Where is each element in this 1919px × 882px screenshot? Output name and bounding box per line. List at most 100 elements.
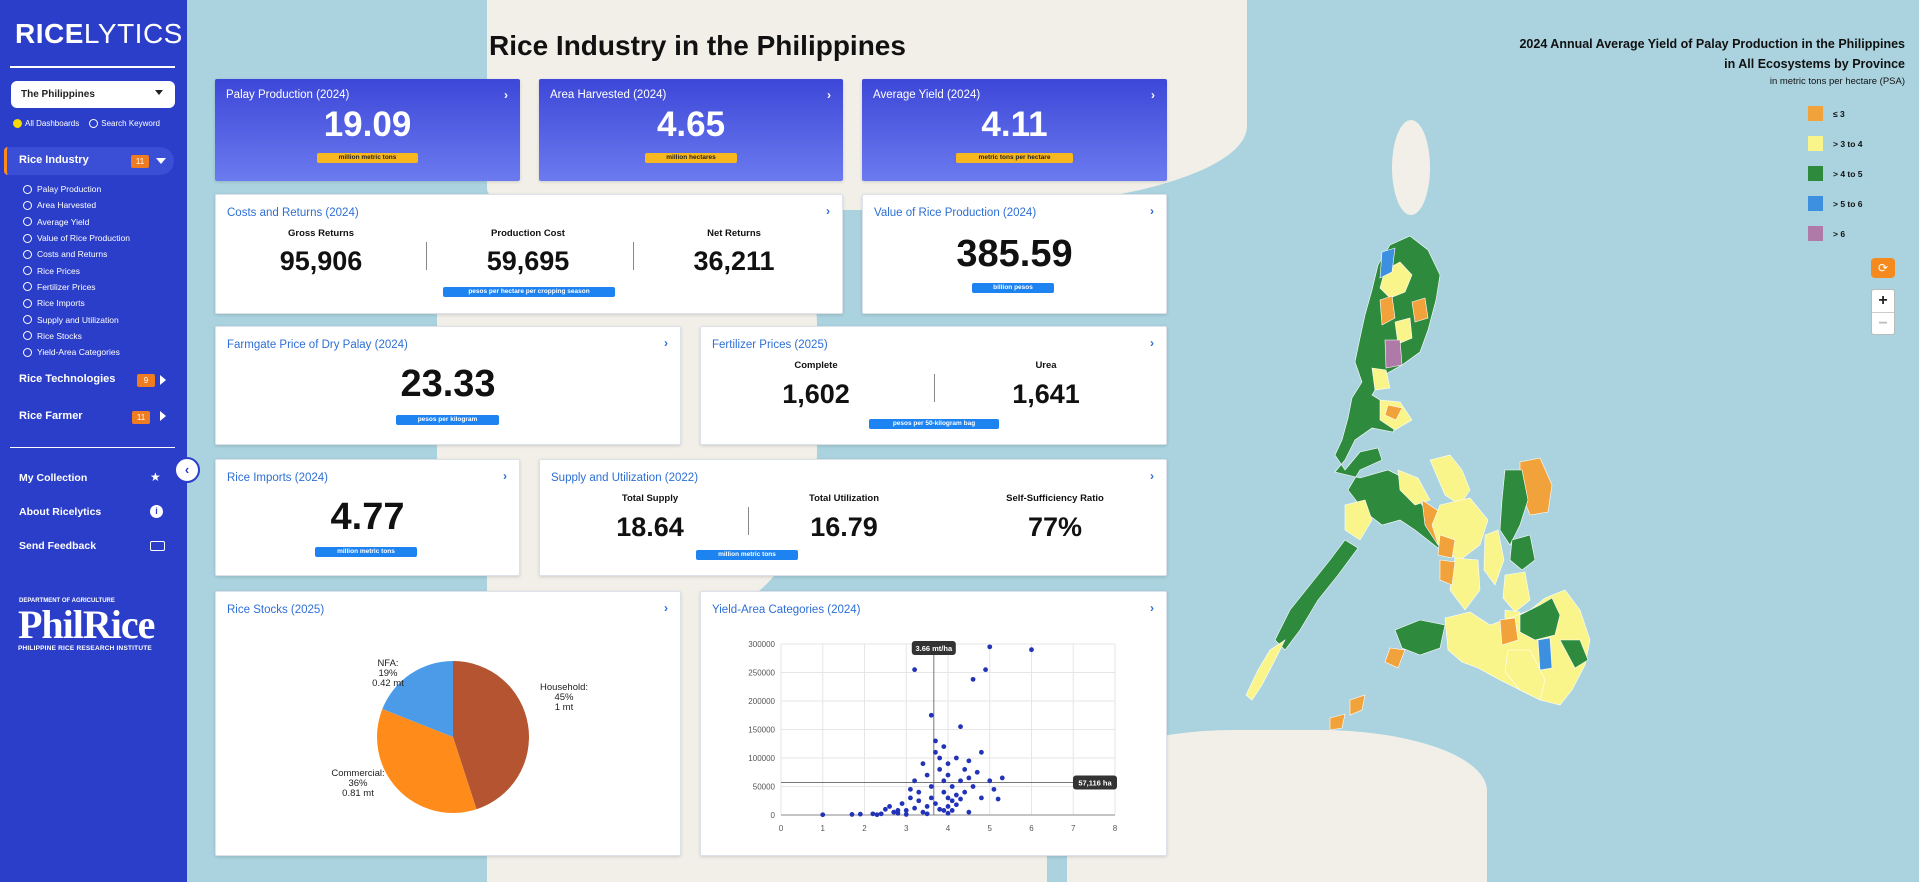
scatter-point[interactable] — [916, 789, 922, 795]
yield-area-scatter-chart[interactable]: 0 1 2 3 4 5 6 7 8 0 50000 100000 150000 200000 250000 3… — [701, 592, 1168, 857]
rice-imports-card[interactable]: Rice Imports (2024) › 4.77 million metri… — [215, 459, 520, 576]
sidebar-sub-item[interactable]: Rice Stocks — [23, 328, 130, 344]
scatter-point[interactable] — [903, 812, 909, 817]
sidebar-sub-item[interactable]: Costs and Returns — [23, 246, 130, 262]
sidebar-sub-item[interactable]: Palay Production — [23, 181, 130, 197]
scatter-point[interactable] — [908, 795, 913, 801]
rice-stocks-pie-chart[interactable]: Household:45%1 mt Commercial:36%0.81 mt NF… — [216, 592, 682, 857]
scatter-point[interactable] — [999, 775, 1005, 781]
scatter-point[interactable] — [908, 786, 913, 792]
about-ricelytics-link[interactable]: About Ricelytics — [19, 506, 102, 518]
scatter-point[interactable] — [991, 786, 997, 792]
my-collection-link[interactable]: My Collection — [19, 472, 88, 484]
scatter-point[interactable] — [924, 804, 930, 809]
scatter-point[interactable] — [924, 772, 930, 778]
scatter-point[interactable] — [924, 811, 930, 817]
section-rice-technologies[interactable]: Rice Technologies — [19, 373, 116, 385]
scatter-point[interactable] — [870, 811, 876, 817]
scatter-point[interactable] — [820, 812, 826, 818]
scatter-point[interactable] — [1029, 647, 1034, 653]
sidebar-sub-item[interactable]: Area Harvested — [23, 197, 130, 213]
keyboard-icon[interactable] — [150, 541, 165, 551]
scatter-point[interactable] — [962, 789, 968, 795]
scatter-point[interactable] — [958, 796, 963, 802]
scatter-point[interactable] — [970, 676, 976, 682]
chevron-down-icon[interactable] — [156, 158, 166, 164]
scatter-point[interactable] — [945, 804, 951, 809]
scatter-point[interactable] — [987, 644, 993, 650]
scatter-point[interactable] — [970, 784, 976, 789]
average-yield-card[interactable]: Average Yield (2024) › 4.11 metric tons … — [862, 79, 1167, 181]
chevron-right-icon[interactable]: › — [826, 204, 830, 218]
chevron-right-icon[interactable]: › — [664, 336, 668, 350]
chevron-right-icon[interactable]: › — [664, 601, 668, 615]
scatter-point[interactable] — [995, 796, 1001, 802]
chevron-right-icon[interactable]: › — [1151, 88, 1155, 102]
chevron-right-icon[interactable] — [160, 375, 166, 385]
scatter-point[interactable] — [941, 778, 947, 784]
pie-slice[interactable] — [453, 661, 529, 810]
scatter-point[interactable] — [937, 755, 943, 761]
scatter-point[interactable] — [945, 761, 951, 767]
scatter-point[interactable] — [933, 749, 938, 755]
scatter-point[interactable] — [933, 801, 938, 806]
sidebar-sub-item[interactable]: Supply and Utilization — [23, 311, 130, 327]
rice-stocks-card[interactable]: Rice Stocks (2025) › Household: 45% 1 mt Co… — [215, 591, 681, 856]
scatter-point[interactable] — [949, 808, 955, 813]
sidebar-sub-item[interactable]: Yield-Area Categories — [23, 344, 130, 360]
scatter-point[interactable] — [958, 724, 963, 730]
scatter-point[interactable] — [937, 806, 943, 812]
scatter-point[interactable] — [941, 808, 947, 813]
refresh-map-button[interactable]: ⟳ — [1871, 258, 1895, 278]
scatter-point[interactable] — [928, 795, 934, 801]
scatter-point[interactable] — [928, 784, 934, 789]
scatter-point[interactable] — [974, 769, 980, 775]
scatter-point[interactable] — [912, 778, 917, 784]
star-icon[interactable]: ★ — [150, 470, 161, 484]
scatter-point[interactable] — [912, 805, 917, 811]
scatter-point[interactable] — [979, 795, 984, 801]
sidebar-sub-item[interactable]: Average Yield — [23, 214, 130, 230]
pie-slice[interactable] — [382, 661, 453, 737]
palay-production-card[interactable]: Palay Production (2024) › 19.09 million … — [215, 79, 520, 181]
scatter-point[interactable] — [958, 778, 963, 784]
scatter-point[interactable] — [903, 808, 909, 813]
chevron-right-icon[interactable]: › — [1150, 601, 1154, 615]
chevron-right-icon[interactable]: › — [504, 88, 508, 102]
scatter-point[interactable] — [895, 808, 901, 813]
scatter-point[interactable] — [882, 806, 888, 812]
yield-area-categories-card[interactable]: Yield-Area Categories (2024) › 0 1 2 3 4 5 6 7 8… — [700, 591, 1167, 856]
chevron-right-icon[interactable] — [160, 411, 166, 421]
sidebar-sub-item[interactable]: Rice Imports — [23, 295, 130, 311]
farmgate-price-card[interactable]: Farmgate Price of Dry Palay (2024) › 23.… — [215, 326, 681, 445]
scatter-point[interactable] — [945, 810, 951, 816]
chevron-right-icon[interactable]: › — [1150, 204, 1154, 218]
scatter-point[interactable] — [937, 767, 943, 772]
scatter-point[interactable] — [979, 749, 984, 755]
sidebar-sub-item[interactable]: Fertilizer Prices — [23, 279, 130, 295]
radio-all-dashboards[interactable]: All Dashboards — [13, 119, 79, 128]
sidebar-sub-item[interactable]: Value of Rice Production — [23, 230, 130, 246]
scatter-point[interactable] — [928, 712, 934, 718]
scatter-point[interactable] — [966, 775, 972, 781]
scatter-point[interactable] — [920, 761, 926, 767]
zoom-out-button[interactable]: − — [1872, 312, 1894, 334]
section-rice-farmer[interactable]: Rice Farmer — [19, 410, 83, 422]
scatter-point[interactable] — [953, 792, 959, 798]
costs-and-returns-card[interactable]: Costs and Returns (2024) › Gross Returns… — [215, 194, 843, 314]
area-harvested-card[interactable]: Area Harvested (2024) › 4.65 million hec… — [539, 79, 843, 181]
country-select[interactable]: The Philippines — [11, 81, 175, 108]
scatter-point[interactable] — [945, 772, 951, 778]
chevron-right-icon[interactable]: › — [1150, 469, 1154, 483]
scatter-point[interactable] — [849, 812, 855, 817]
supply-and-utilization-card[interactable]: Supply and Utilization (2022) › Total Su… — [539, 459, 1167, 576]
send-feedback-link[interactable]: Send Feedback — [19, 540, 97, 552]
chevron-right-icon[interactable]: › — [503, 469, 507, 483]
scatter-point[interactable] — [941, 789, 947, 795]
scatter-point[interactable] — [949, 784, 955, 789]
scatter-point[interactable] — [920, 809, 926, 815]
scatter-point[interactable] — [953, 755, 959, 761]
scatter-point[interactable] — [878, 811, 884, 817]
scatter-point[interactable] — [899, 801, 905, 806]
scatter-point[interactable] — [887, 804, 892, 809]
